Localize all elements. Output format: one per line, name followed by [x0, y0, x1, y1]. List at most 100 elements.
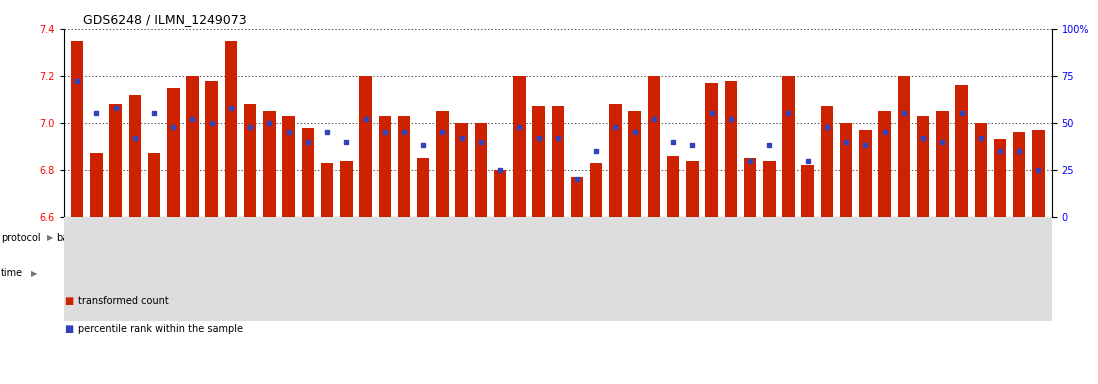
Bar: [955, 85, 967, 217]
Bar: [225, 41, 237, 217]
Text: 6 wk: 6 wk: [220, 268, 243, 278]
Bar: [282, 116, 295, 217]
Text: 4 wk: 4 wk: [161, 268, 184, 278]
Bar: [90, 154, 102, 217]
Bar: [743, 158, 757, 217]
Bar: [1032, 130, 1044, 217]
Bar: [763, 161, 775, 217]
Text: 12 wk: 12 wk: [831, 268, 861, 278]
Bar: [533, 106, 545, 217]
Bar: [628, 111, 641, 217]
Bar: [379, 116, 391, 217]
Bar: [917, 116, 929, 217]
Text: 24 wk: 24 wk: [1005, 268, 1033, 278]
Bar: [491, 258, 586, 289]
Bar: [782, 76, 795, 217]
Bar: [840, 123, 852, 217]
Bar: [932, 258, 990, 289]
Bar: [302, 127, 314, 217]
Bar: [648, 76, 660, 217]
Bar: [244, 104, 257, 217]
Text: 12 wk: 12 wk: [332, 268, 361, 278]
Bar: [878, 111, 890, 217]
Text: 8 wk: 8 wk: [777, 268, 800, 278]
Bar: [725, 81, 737, 217]
Bar: [359, 76, 372, 217]
Text: 4 wk: 4 wk: [662, 268, 684, 278]
Text: ▶: ▶: [47, 233, 54, 242]
Text: 20 wk: 20 wk: [946, 268, 976, 278]
Bar: [128, 94, 141, 217]
Bar: [686, 161, 698, 217]
Bar: [875, 258, 932, 289]
Bar: [666, 156, 680, 217]
Text: 16 wk: 16 wk: [889, 268, 918, 278]
Bar: [817, 258, 875, 289]
Text: transformed count: transformed count: [78, 296, 169, 306]
Bar: [975, 123, 987, 217]
Text: time: time: [1, 268, 23, 278]
Bar: [590, 163, 603, 217]
Bar: [586, 222, 1047, 253]
Bar: [167, 88, 179, 217]
Bar: [87, 222, 586, 253]
Bar: [897, 76, 910, 217]
Bar: [820, 106, 833, 217]
Text: 6 wk: 6 wk: [719, 268, 742, 278]
Bar: [397, 116, 411, 217]
Bar: [1013, 132, 1026, 217]
Bar: [187, 76, 199, 217]
Text: ■: ■: [64, 296, 72, 306]
Text: GDS6248 / ILMN_1249073: GDS6248 / ILMN_1249073: [83, 13, 247, 26]
Bar: [705, 83, 718, 217]
Bar: [994, 139, 1006, 217]
Bar: [456, 123, 468, 217]
Text: percentile rank within the sample: percentile rank within the sample: [78, 324, 243, 334]
Bar: [436, 111, 449, 217]
Bar: [474, 123, 488, 217]
Bar: [937, 111, 949, 217]
Bar: [71, 41, 83, 217]
Bar: [433, 258, 491, 289]
Bar: [586, 258, 645, 289]
Text: 2 wk: 2 wk: [604, 268, 627, 278]
Bar: [571, 177, 583, 217]
Bar: [702, 258, 760, 289]
Text: ▶: ▶: [31, 269, 37, 278]
Bar: [68, 222, 87, 253]
Bar: [859, 130, 872, 217]
Bar: [260, 258, 317, 289]
Bar: [317, 258, 376, 289]
Bar: [202, 258, 260, 289]
Bar: [990, 258, 1047, 289]
Bar: [264, 111, 276, 217]
Bar: [760, 258, 817, 289]
Text: 8 wk: 8 wk: [277, 268, 300, 278]
Bar: [145, 258, 202, 289]
Bar: [417, 158, 429, 217]
Text: 24 wk: 24 wk: [524, 268, 553, 278]
Text: ■: ■: [64, 324, 72, 334]
Text: protocol: protocol: [1, 233, 41, 243]
Bar: [110, 104, 122, 217]
Bar: [321, 163, 334, 217]
Bar: [376, 258, 433, 289]
Bar: [513, 76, 526, 217]
Bar: [609, 104, 621, 217]
Text: 20 wk: 20 wk: [447, 268, 477, 278]
Bar: [205, 81, 219, 217]
Bar: [645, 258, 702, 289]
Text: baseline: baseline: [57, 233, 98, 243]
Bar: [87, 258, 145, 289]
Bar: [68, 258, 87, 289]
Bar: [494, 170, 506, 217]
Text: normal diet: normal diet: [309, 233, 365, 243]
Bar: [148, 154, 160, 217]
Bar: [340, 161, 352, 217]
Bar: [802, 165, 814, 217]
Text: high fat diet: high fat diet: [787, 233, 848, 243]
Text: 2 wk: 2 wk: [104, 268, 127, 278]
Text: 0 wk: 0 wk: [66, 268, 89, 278]
Text: 16 wk: 16 wk: [390, 268, 418, 278]
Bar: [551, 106, 564, 217]
